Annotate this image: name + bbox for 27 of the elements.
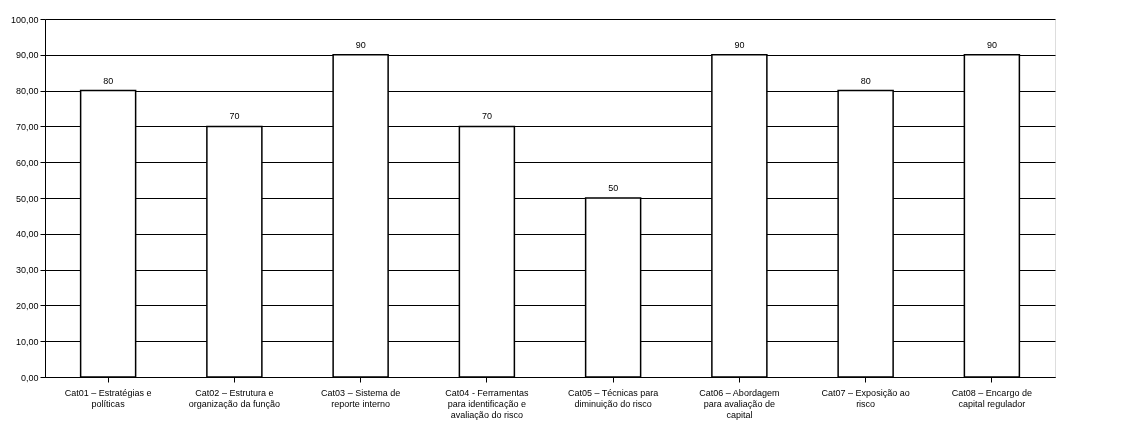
y-tick-label: 10,00 — [15, 336, 39, 347]
x-tick-label: Cat03 – Sistema de reporte interno — [321, 387, 401, 409]
x-tick-label: Cat07 – Exposição ao risco — [821, 387, 910, 409]
y-tick-label: 0,00 — [20, 372, 39, 383]
data-label: 80 — [860, 75, 871, 86]
y-tick-label: 90,00 — [15, 50, 39, 61]
data-label: 70 — [481, 111, 492, 122]
data-label: 90 — [355, 39, 366, 50]
y-tick-label: 60,00 — [15, 157, 39, 168]
y-tick-label: 50,00 — [15, 193, 39, 204]
y-tick-label: 80,00 — [15, 86, 39, 97]
y-tick-label: 100,00 — [10, 14, 39, 25]
x-tick-label: Cat02 – Estrutura e organização da função — [188, 387, 280, 409]
data-label: 50 — [608, 183, 619, 193]
y-tick-label: 70,00 — [15, 121, 39, 132]
x-tick-label: Cat05 – Técnicas para diminuição do risco — [567, 387, 659, 409]
x-tick-label: Cat08 – Encargo de capital regulador — [951, 387, 1032, 409]
y-tick-label: 40,00 — [15, 229, 39, 240]
x-tick-label: Cat06 – Abordagem para avaliação de capital — [699, 387, 780, 420]
data-label: 90 — [986, 39, 997, 50]
y-tick-label: 30,00 — [15, 265, 39, 276]
x-tick-label: Cat04 - Ferramentas para identificação e avaliação do risco — [445, 387, 529, 420]
x-tick-label: Cat01 – Estratégias e políticas — [64, 387, 152, 409]
y-tick-label: 20,00 — [15, 300, 39, 311]
data-label: 70 — [229, 111, 240, 122]
data-label: 90 — [734, 39, 745, 50]
data-label: 80 — [103, 75, 114, 86]
